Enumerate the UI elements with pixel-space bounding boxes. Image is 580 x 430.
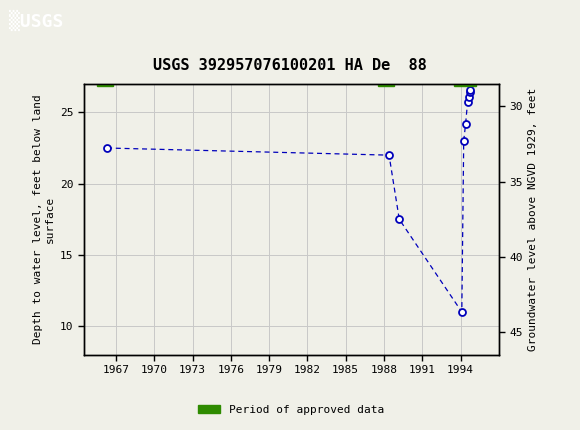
Legend: Period of approved data: Period of approved data	[194, 401, 389, 420]
Y-axis label: Groundwater level above NGVD 1929, feet: Groundwater level above NGVD 1929, feet	[528, 88, 538, 351]
Bar	[378, 78, 394, 86]
Text: ▒USGS: ▒USGS	[9, 10, 63, 31]
Text: USGS 392957076100201 HA De  88: USGS 392957076100201 HA De 88	[153, 58, 427, 73]
Bar	[454, 78, 476, 86]
Y-axis label: Depth to water level, feet below land
surface: Depth to water level, feet below land su…	[33, 95, 55, 344]
Bar	[97, 78, 114, 86]
